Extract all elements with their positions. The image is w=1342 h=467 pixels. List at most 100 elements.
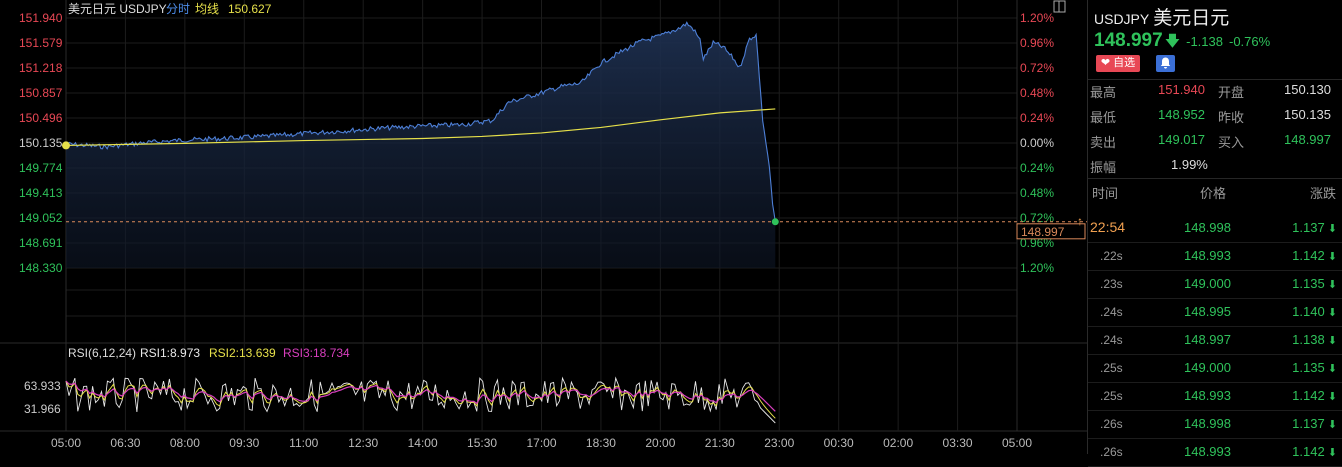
price-chart[interactable]: 151.940 151.579 151.218 150.857 150.496 150.1…: [0, 0, 1087, 454]
avg-label: 均线: [195, 2, 219, 16]
arrow-down-icon: ⬇: [1324, 447, 1337, 459]
quote-price-row: 148.997 🡇 -1.138 -0.76%: [1094, 30, 1270, 56]
rsi-legend-rsi2: RSI2:13.639: [209, 346, 276, 360]
tick-row[interactable]: .26s 148.993 1.142 ⬇: [1088, 438, 1342, 467]
open-value: 150.130: [1284, 82, 1331, 97]
tick-row[interactable]: .25s 148.993 1.142 ⬇: [1088, 382, 1342, 411]
tick-price: 148.995: [1184, 304, 1231, 319]
quote-symbol: USDJPY: [1094, 11, 1150, 27]
x-tick-label: 03:30: [943, 436, 973, 450]
tick-row[interactable]: .22s 148.993 1.142 ⬇: [1088, 242, 1342, 271]
pct-tick-label: 0.24%: [1020, 111, 1054, 125]
y-tick-label: 148.330: [19, 261, 63, 275]
tick-change: 1.135 ⬇: [1292, 276, 1337, 291]
amplitude-value: 1.99%: [1171, 157, 1208, 172]
high-label: 最高: [1090, 85, 1117, 100]
tick-price: 148.993: [1184, 444, 1231, 459]
x-tick-label: 14:00: [408, 436, 438, 450]
tick-time: .23s: [1100, 277, 1123, 291]
low-label: 最低: [1090, 110, 1117, 125]
add-watchlist-button[interactable]: ❤ 自选: [1096, 55, 1140, 72]
price-area: [66, 22, 776, 269]
rsi-legend-rsi1: RSI1:8.973: [140, 346, 200, 360]
sell-value: 149.017: [1158, 132, 1205, 147]
prev-close-value: 150.135: [1284, 107, 1331, 122]
alert-button[interactable]: [1156, 55, 1175, 72]
ticks-header-time: 时间: [1092, 186, 1119, 201]
tick-time: 22:54: [1090, 219, 1126, 235]
tick-row[interactable]: .23s 149.000 1.135 ⬇: [1088, 270, 1342, 299]
x-tick-label: 17:00: [526, 436, 556, 450]
tick-change: 1.137 ⬇: [1292, 220, 1337, 235]
price-line[interactable]: [65, 21, 776, 222]
tick-price: 148.998: [1184, 220, 1231, 235]
high-value: 151.940: [1158, 82, 1205, 97]
x-tick-label: 02:00: [883, 436, 913, 450]
rsi2-line: [65, 380, 776, 419]
last-price-box: [1016, 223, 1086, 240]
tick-price: 148.993: [1184, 388, 1231, 403]
low-value: 148.952: [1158, 107, 1205, 122]
x-tick-label: 05:00: [1002, 436, 1032, 450]
last-price-dot: [771, 218, 779, 226]
divider: [1088, 178, 1342, 179]
tick-row[interactable]: .24s 148.997 1.138 ⬇: [1088, 326, 1342, 355]
x-tick-label: 09:30: [229, 436, 259, 450]
ticks-header-price: 价格: [1200, 186, 1227, 201]
rsi-title: RSI(6,12,24): [68, 346, 136, 360]
arrow-down-icon: ⬇: [1324, 363, 1337, 375]
last-price: 148.997: [1094, 30, 1163, 51]
rsi-tick-label: 31.966: [24, 402, 61, 416]
rsi3-line: [65, 380, 776, 412]
mode-label: 分时: [166, 2, 190, 16]
quote-title: USDJPY 美元日元: [1094, 3, 1229, 30]
tick-change: 1.137 ⬇: [1292, 416, 1337, 431]
x-tick-label: 06:30: [110, 436, 140, 450]
tick-price: 149.000: [1184, 276, 1231, 291]
avg-start-dot: [62, 141, 70, 150]
tick-price: 148.998: [1184, 416, 1231, 431]
tick-price: 148.997: [1184, 332, 1231, 347]
pct-tick-label: 0.00%: [1020, 136, 1054, 150]
x-tick-label: 05:00: [51, 436, 81, 450]
tick-change: 1.142 ⬇: [1292, 444, 1337, 459]
tick-time: .25s: [1100, 389, 1123, 403]
tick-row[interactable]: .26s 148.998 1.137 ⬇: [1088, 410, 1342, 439]
last-price-tag: 148.997: [1021, 225, 1065, 239]
tick-time: .26s: [1100, 417, 1123, 431]
x-tick-label: 18:30: [586, 436, 616, 450]
x-tick-label: 20:00: [645, 436, 675, 450]
arrow-down-icon: ⬇: [1324, 391, 1337, 403]
chart-area[interactable]: 151.940 151.579 151.218 150.857 150.496 150.1…: [0, 0, 1087, 454]
buy-label: 买入: [1218, 135, 1245, 150]
arrow-down-icon: ⬇: [1324, 419, 1337, 431]
x-tick-label: 12:30: [348, 436, 378, 450]
x-tick-label: 08:00: [170, 436, 200, 450]
tick-row[interactable]: 22:54 148.998 1.137 ⬇: [1088, 214, 1342, 243]
open-label: 开盘: [1218, 85, 1245, 100]
buy-value: 148.997: [1284, 132, 1331, 147]
pct-tick-label: 0.24%: [1020, 161, 1054, 175]
pct-tick-label: 0.72%: [1020, 211, 1054, 225]
y-tick-label: 150.496: [19, 111, 63, 125]
x-tick-label: 00:30: [824, 436, 854, 450]
pct-tick-label: 0.72%: [1020, 61, 1054, 75]
tick-change: 1.135 ⬇: [1292, 360, 1337, 375]
tick-change: 1.142 ⬇: [1292, 388, 1337, 403]
arrow-down-icon: ⬇: [1324, 223, 1337, 235]
watchlist-label: 自选: [1113, 57, 1136, 69]
y-tick-label: 149.052: [19, 211, 63, 225]
pct-tick-label: 0.48%: [1020, 186, 1054, 200]
y-tick-label: 149.413: [19, 186, 63, 200]
tick-row[interactable]: .24s 148.995 1.140 ⬇: [1088, 298, 1342, 327]
rsi-legend-rsi3: RSI3:18.734: [283, 346, 350, 360]
avg-value: 150.627: [228, 2, 272, 16]
heart-icon: ❤: [1100, 57, 1111, 69]
tick-time: .25s: [1100, 361, 1123, 375]
pct-tick-label: 0.96%: [1020, 236, 1054, 250]
pct-tick-label: 1.20%: [1020, 261, 1054, 275]
expand-icon[interactable]: [1053, 0, 1066, 13]
bell-icon: [1160, 57, 1171, 69]
quote-name: 美元日元: [1153, 8, 1230, 29]
tick-row[interactable]: .25s 149.000 1.135 ⬇: [1088, 354, 1342, 383]
